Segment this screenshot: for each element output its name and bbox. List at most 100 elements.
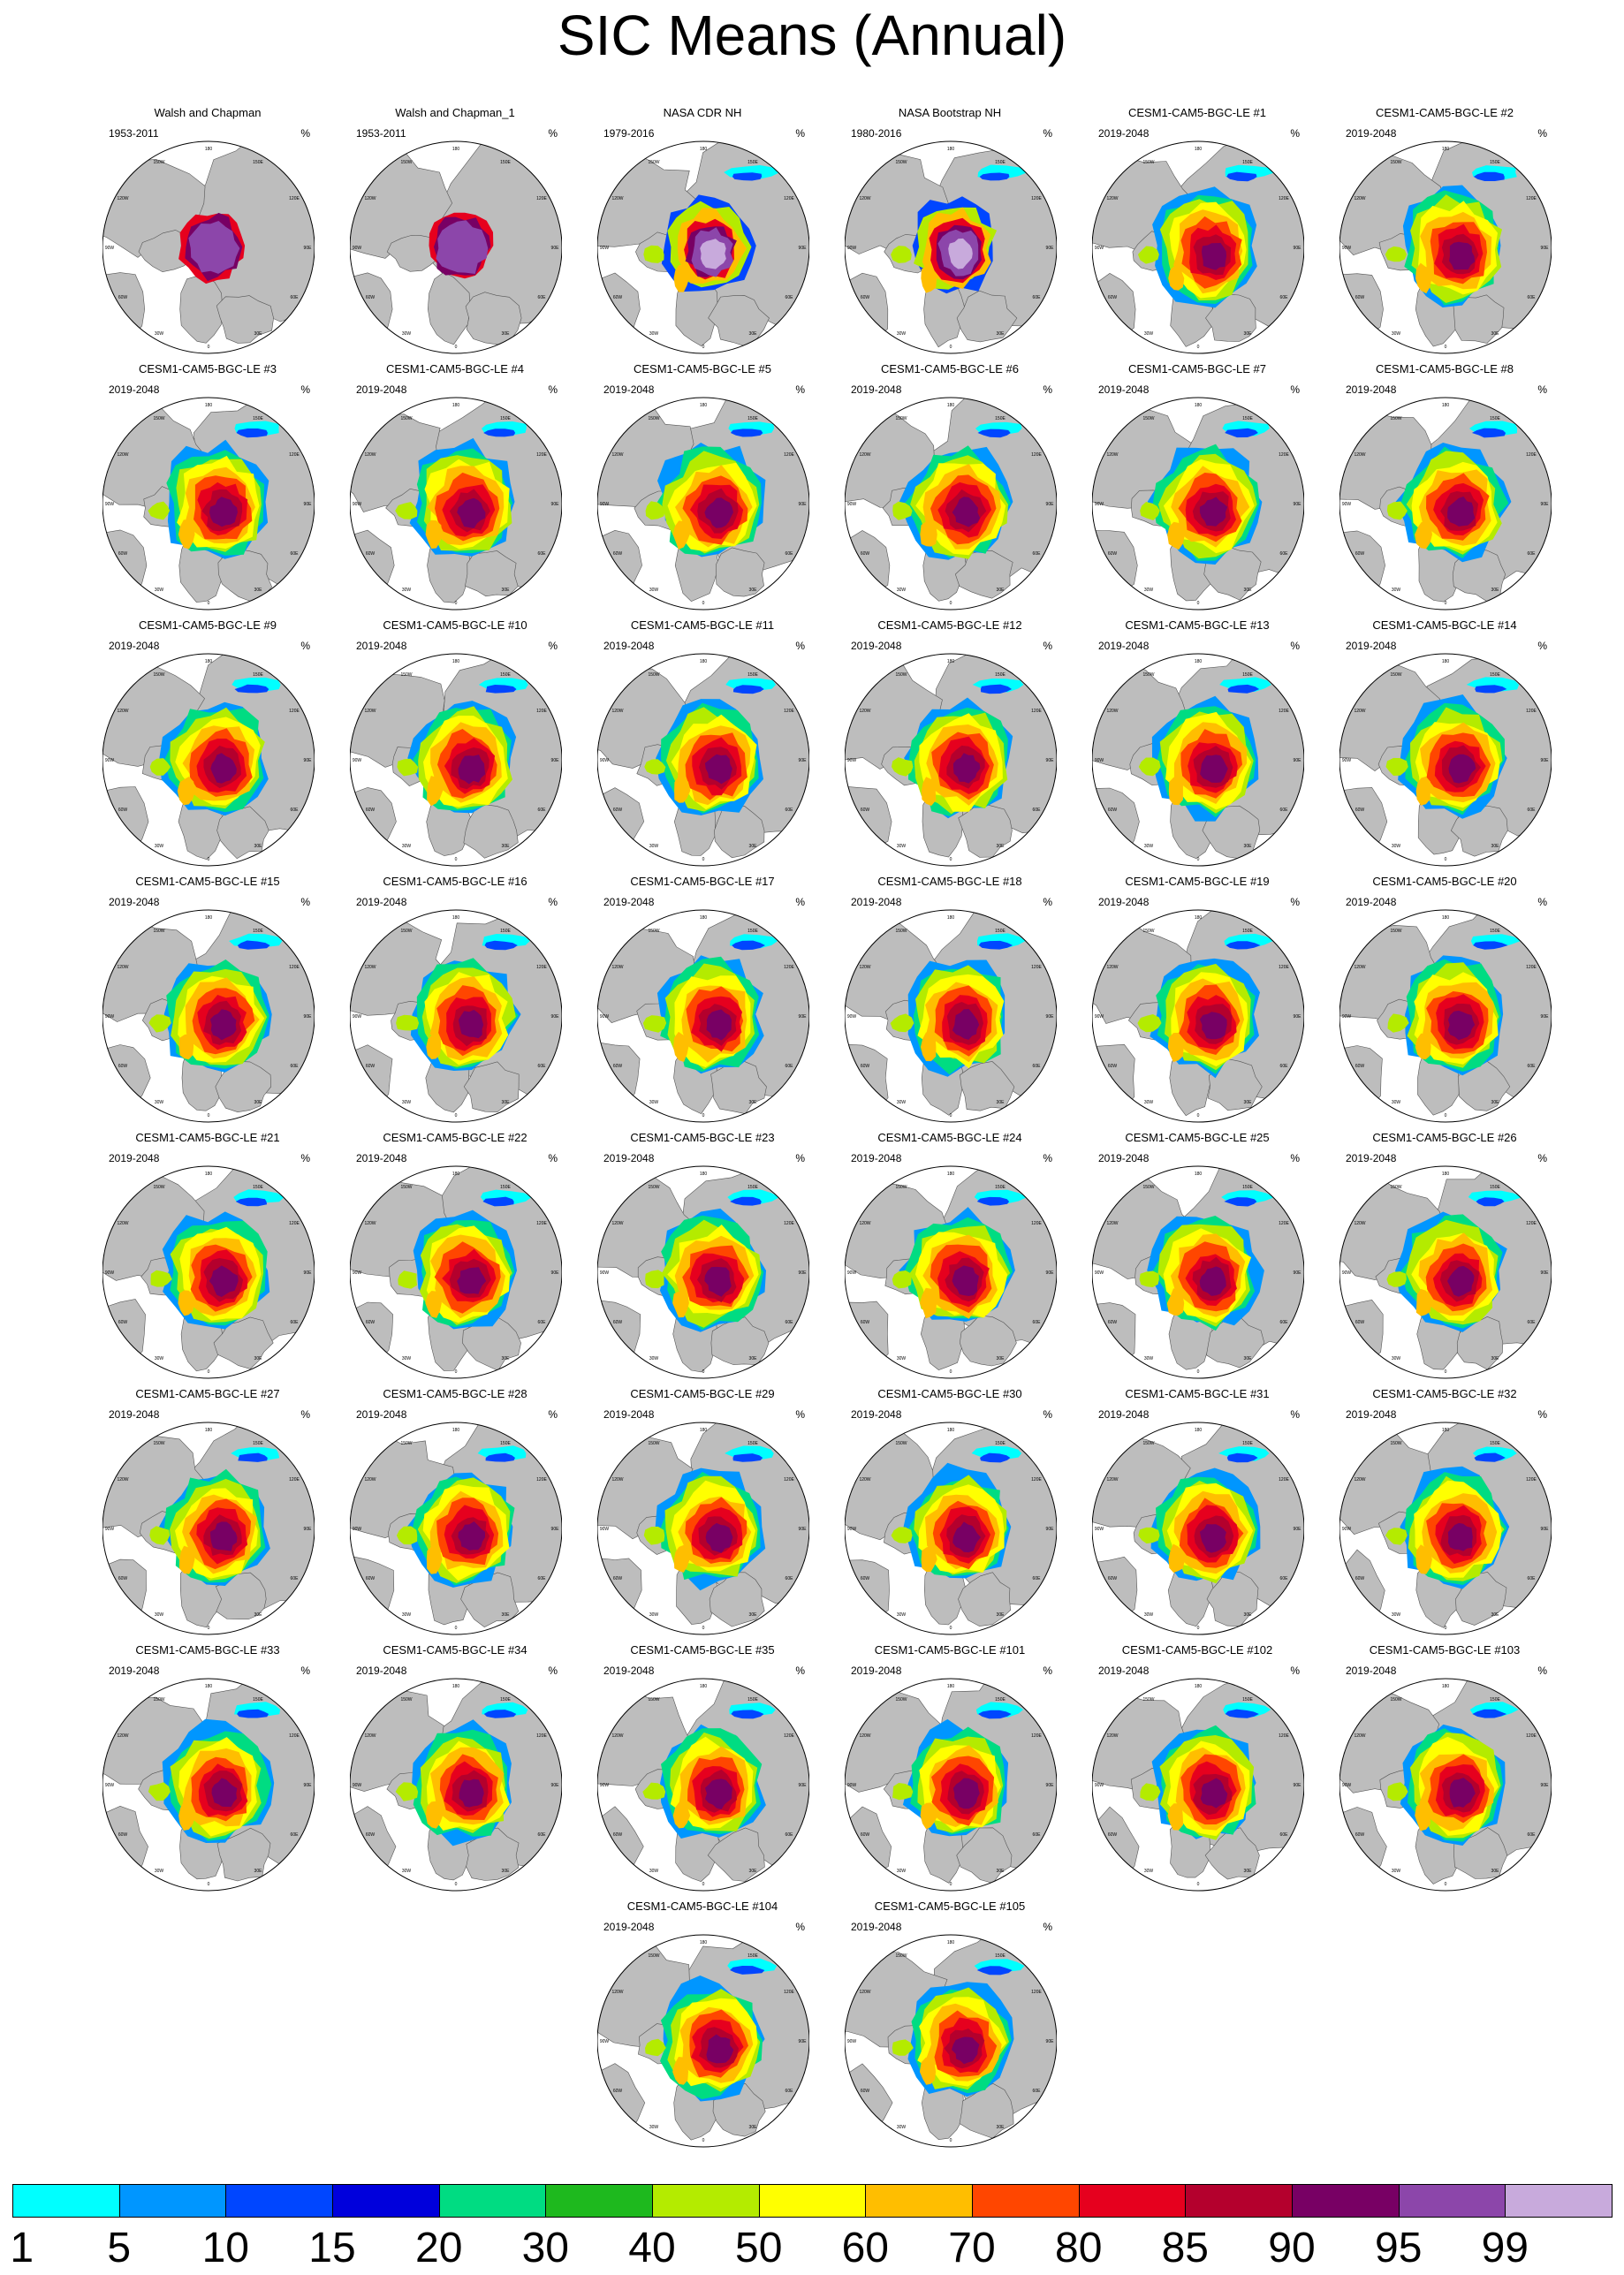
longitude-label: 60E bbox=[1033, 1576, 1042, 1581]
longitude-label: 150W bbox=[895, 1441, 907, 1446]
longitude-label: 60E bbox=[538, 1320, 547, 1325]
panel-unit: % bbox=[1043, 1152, 1052, 1164]
longitude-label: 120E bbox=[1031, 1733, 1042, 1739]
map-panel: CESM1-CAM5-BGC-LE #31 2019-2048% 180 150W 15… bbox=[1082, 1387, 1312, 1643]
map-panel: CESM1-CAM5-BGC-LE #34 2019-2048% 180 150W 15… bbox=[340, 1643, 570, 1900]
longitude-label: 120W bbox=[364, 1477, 376, 1483]
longitude-label: 120E bbox=[1526, 1477, 1537, 1483]
longitude-label: 60W bbox=[1108, 1064, 1118, 1069]
longitude-label: 120W bbox=[1106, 452, 1118, 458]
polar-map: 180 150W 150E 120W 120E 90W 90E 60W 60E 30W 30E 0 bbox=[1339, 140, 1552, 360]
panel-period: 2019-2048 bbox=[1098, 896, 1150, 908]
longitude-label: 60E bbox=[1528, 1064, 1537, 1069]
longitude-label: 120E bbox=[1031, 1221, 1042, 1226]
polar-map-svg: 180 150W 150E 120W 120E 90W 90E 60W 60E 30W 30E 0 bbox=[102, 909, 315, 1123]
panel-unit: % bbox=[1537, 1665, 1547, 1677]
panel-unit: % bbox=[1537, 383, 1547, 396]
polar-map-svg: 180 150W 150E 120W 120E 90W 90E 60W 60E 30W 30E 0 bbox=[1339, 397, 1552, 610]
panel-period: 2019-2048 bbox=[851, 1921, 902, 1933]
longitude-label: 150E bbox=[1242, 1697, 1253, 1702]
longitude-label: 90W bbox=[600, 1527, 610, 1532]
polar-map-svg: 180 150W 150E 120W 120E 90W 90E 60W 60E 30W 30E 0 bbox=[102, 140, 315, 354]
panel-period: 2019-2048 bbox=[603, 1408, 655, 1421]
longitude-label: 90E bbox=[1294, 1783, 1302, 1788]
longitude-label: 150W bbox=[648, 416, 659, 421]
colorbar-swatch bbox=[758, 2184, 867, 2218]
polar-map: 180 150W 150E 120W 120E 90W 90E 60W 60E 30W 30E 0 bbox=[350, 140, 562, 360]
polar-map-svg: 180 150W 150E 120W 120E 90W 90E 60W 60E 30W 30E 0 bbox=[102, 653, 315, 867]
longitude-label: 30E bbox=[502, 844, 511, 849]
longitude-label: 30E bbox=[997, 1612, 1006, 1618]
panel-title: CESM1-CAM5-BGC-LE #20 bbox=[1372, 875, 1517, 888]
longitude-label: 150E bbox=[747, 160, 758, 165]
longitude-label: 120E bbox=[289, 452, 300, 458]
panel-period: 2019-2048 bbox=[356, 383, 407, 396]
longitude-label: 150W bbox=[1142, 1441, 1154, 1446]
longitude-label: 30E bbox=[749, 1869, 758, 1874]
longitude-label: 150E bbox=[253, 160, 263, 165]
longitude-label: 90W bbox=[847, 2039, 857, 2044]
longitude-label: 60W bbox=[366, 1320, 376, 1325]
panel-title: NASA Bootstrap NH bbox=[898, 106, 1002, 119]
longitude-label: 150E bbox=[500, 416, 511, 421]
longitude-label: 180 bbox=[1442, 147, 1450, 152]
panel-title: CESM1-CAM5-BGC-LE #21 bbox=[135, 1131, 280, 1144]
longitude-label: 150E bbox=[1242, 929, 1253, 934]
longitude-label: 150W bbox=[1390, 1441, 1401, 1446]
panel-title: CESM1-CAM5-BGC-LE #29 bbox=[630, 1387, 775, 1400]
panel-unit: % bbox=[1290, 896, 1300, 908]
panel-period: 1953-2011 bbox=[356, 127, 406, 140]
longitude-label: 30W bbox=[1392, 331, 1401, 337]
polar-map: 180 150W 150E 120W 120E 90W 90E 60W 60E 30W 30E 0 bbox=[597, 396, 809, 617]
map-panel: CESM1-CAM5-BGC-LE #21 2019-2048% 180 150W 15… bbox=[93, 1131, 323, 1387]
longitude-label: 90W bbox=[1095, 1014, 1104, 1020]
longitude-label: 60W bbox=[366, 1064, 376, 1069]
longitude-label: 0 bbox=[455, 1882, 458, 1887]
longitude-label: 150E bbox=[747, 1953, 758, 1959]
longitude-label: 150E bbox=[500, 1697, 511, 1702]
map-panel: Walsh and Chapman_1 1953-2011% 180 150W 150E… bbox=[340, 106, 570, 362]
colorbar-swatch bbox=[438, 2184, 547, 2218]
panel-period: 2019-2048 bbox=[109, 1152, 160, 1164]
longitude-label: 30E bbox=[1244, 1869, 1253, 1874]
longitude-label: 0 bbox=[208, 1113, 210, 1119]
longitude-label: 60E bbox=[1280, 295, 1289, 300]
panel-title: CESM1-CAM5-BGC-LE #33 bbox=[135, 1643, 280, 1657]
colorbar-tick-label: 40 bbox=[628, 2225, 676, 2271]
longitude-label: 180 bbox=[205, 1684, 213, 1689]
longitude-label: 150E bbox=[253, 416, 263, 421]
longitude-label: 30E bbox=[502, 1612, 511, 1618]
panel-title: CESM1-CAM5-BGC-LE #19 bbox=[1125, 875, 1270, 888]
polar-map-svg: 180 150W 150E 120W 120E 90W 90E 60W 60E 30W 30E 0 bbox=[1339, 909, 1552, 1123]
panel-period: 2019-2048 bbox=[1346, 1152, 1397, 1164]
longitude-label: 90W bbox=[1342, 1527, 1352, 1532]
longitude-label: 90W bbox=[105, 246, 115, 251]
colorbar-swatch bbox=[545, 2184, 653, 2218]
longitude-label: 90W bbox=[1342, 1783, 1352, 1788]
longitude-label: 120E bbox=[784, 1733, 794, 1739]
longitude-label: 30E bbox=[502, 331, 511, 337]
longitude-label: 90W bbox=[847, 246, 857, 251]
longitude-label: 60E bbox=[291, 1576, 300, 1581]
polar-map: 180 150W 150E 120W 120E 90W 90E 60W 60E 30W 30E 0 bbox=[1092, 1421, 1304, 1642]
longitude-label: 120W bbox=[1354, 1733, 1365, 1739]
polar-map: 180 150W 150E 120W 120E 90W 90E 60W 60E 30W 30E 0 bbox=[597, 1933, 809, 2154]
panel-period: 2019-2048 bbox=[356, 1152, 407, 1164]
longitude-label: 60W bbox=[613, 2089, 623, 2094]
longitude-label: 120E bbox=[1279, 1221, 1289, 1226]
longitude-label: 60E bbox=[1033, 1832, 1042, 1838]
longitude-label: 180 bbox=[700, 1684, 708, 1689]
longitude-label: 0 bbox=[702, 1626, 705, 1631]
longitude-label: 150E bbox=[253, 1697, 263, 1702]
map-panel: CESM1-CAM5-BGC-LE #3 2019-2048% 180 150W 150… bbox=[93, 362, 323, 618]
longitude-label: 0 bbox=[208, 1369, 210, 1375]
longitude-label: 90W bbox=[105, 1014, 115, 1020]
longitude-label: 90E bbox=[1046, 502, 1055, 507]
longitude-label: 60E bbox=[291, 1320, 300, 1325]
polar-map-svg: 180 150W 150E 120W 120E 90W 90E 60W 60E 30W 30E 0 bbox=[845, 1934, 1057, 2148]
polar-map: 180 150W 150E 120W 120E 90W 90E 60W 60E 30W 30E 0 bbox=[1092, 1164, 1304, 1385]
longitude-label: 60W bbox=[613, 551, 623, 557]
polar-map-svg: 180 150W 150E 120W 120E 90W 90E 60W 60E 30W 30E 0 bbox=[1339, 140, 1552, 354]
longitude-label: 180 bbox=[947, 1172, 955, 1177]
longitude-label: 150E bbox=[500, 160, 511, 165]
